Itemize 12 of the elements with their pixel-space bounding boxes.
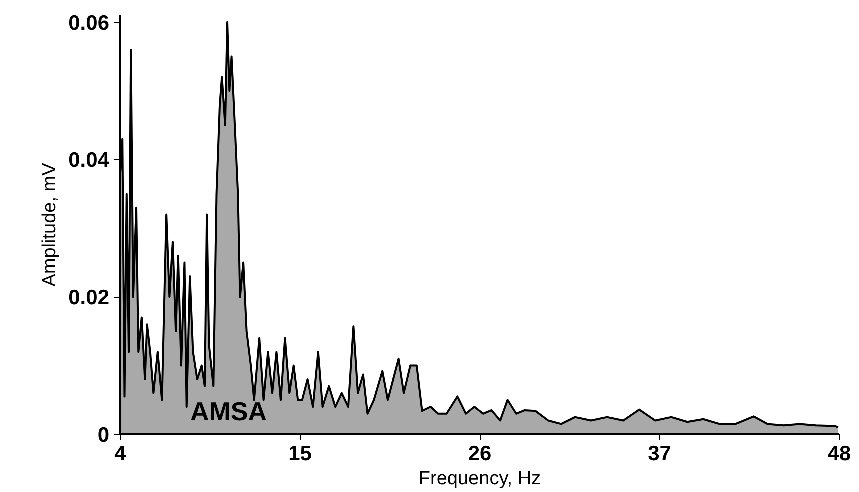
x-tick-label: 26: [468, 442, 492, 466]
x-tick-label: 48: [828, 442, 852, 466]
y-tick-label: 0: [98, 424, 110, 447]
annotation: AMSA: [190, 396, 268, 426]
x-tick-label: 37: [648, 442, 672, 466]
x-tick-label: 15: [288, 442, 312, 466]
y-axis-title: Amplitude, mV: [40, 162, 61, 287]
y-tick-label: 0.04: [68, 149, 110, 172]
x-axis-title: Frequency, Hz: [418, 468, 542, 490]
y-tick-label: 0.02: [68, 286, 110, 310]
x-tick-label: 4: [114, 442, 127, 466]
y-tick-label: 0.06: [68, 12, 110, 35]
